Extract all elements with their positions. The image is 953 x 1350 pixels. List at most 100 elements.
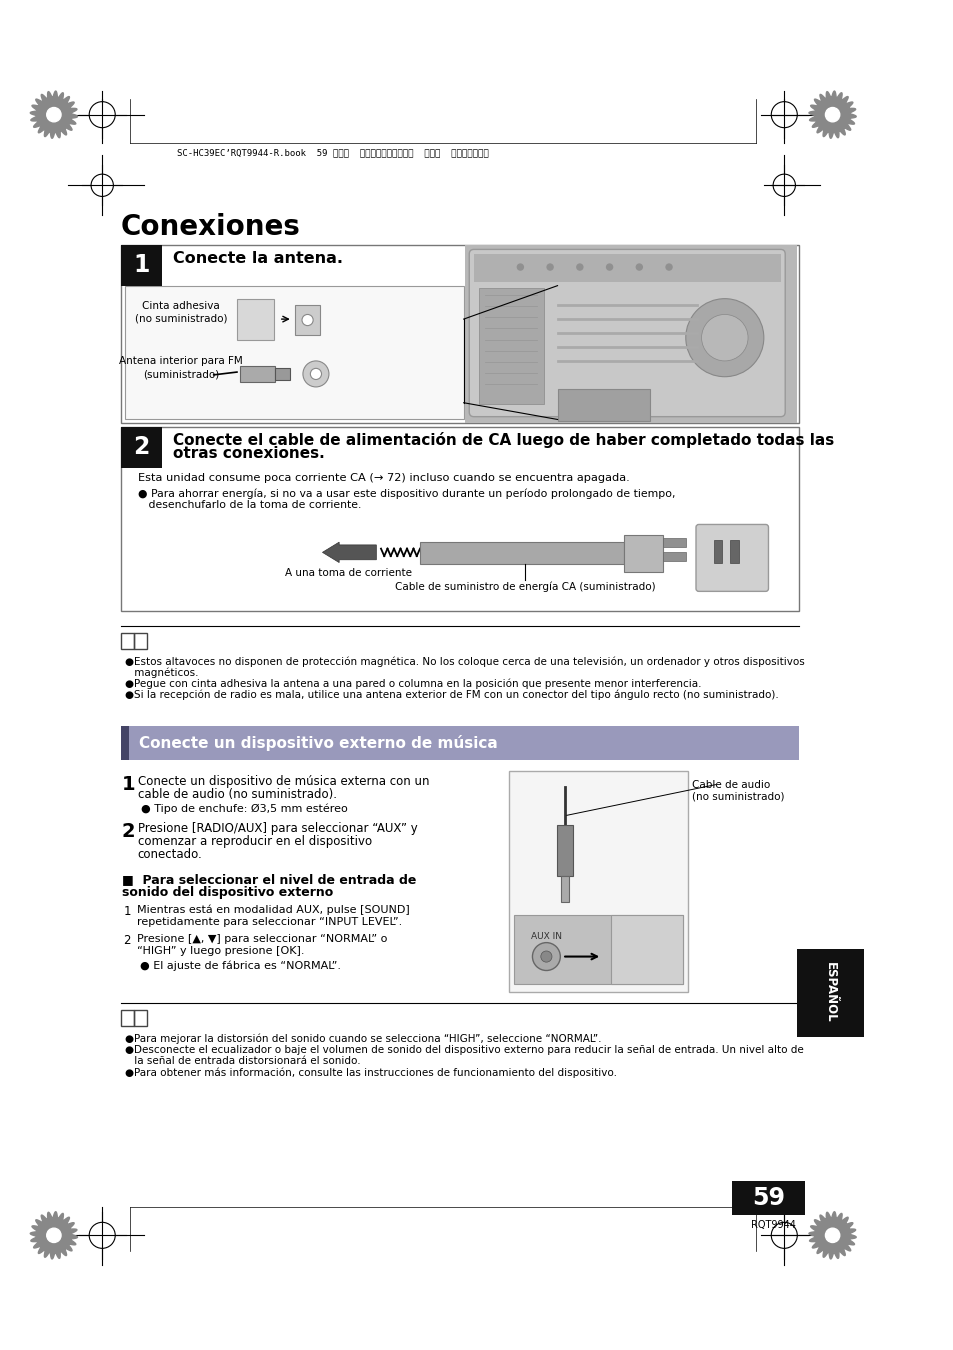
Bar bbox=[662, 552, 685, 560]
Bar bbox=[121, 633, 133, 649]
Text: conectado.: conectado. bbox=[137, 848, 202, 861]
Bar bbox=[478, 288, 543, 404]
Text: desenchufarlo de la toma de corriente.: desenchufarlo de la toma de corriente. bbox=[137, 501, 360, 510]
Bar bbox=[419, 543, 624, 564]
Bar bbox=[236, 298, 274, 340]
Text: 2: 2 bbox=[132, 435, 150, 459]
Text: Conecte un dispositivo externo de música: Conecte un dispositivo externo de música bbox=[139, 734, 497, 751]
Circle shape bbox=[700, 315, 747, 360]
Bar bbox=[557, 389, 650, 421]
Circle shape bbox=[635, 263, 642, 271]
Bar bbox=[125, 286, 463, 420]
Text: Presione [RADIO/AUX] para seleccionar “AUX” y: Presione [RADIO/AUX] para seleccionar “A… bbox=[137, 822, 416, 834]
Text: ●Para mejorar la distorsión del sonido cuando se selecciona “HIGH”, seleccione “: ●Para mejorar la distorsión del sonido c… bbox=[125, 1034, 601, 1044]
Text: Antena interior para FM
(suministrado): Antena interior para FM (suministrado) bbox=[119, 356, 243, 379]
Circle shape bbox=[664, 263, 672, 271]
FancyBboxPatch shape bbox=[696, 524, 768, 591]
Text: (no suministrado): (no suministrado) bbox=[692, 791, 784, 801]
Text: Conexiones: Conexiones bbox=[121, 213, 300, 242]
Text: cable de audio (no suministrado).: cable de audio (no suministrado). bbox=[137, 788, 336, 802]
Bar bbox=[121, 427, 799, 612]
Text: otras conexiones.: otras conexiones. bbox=[172, 447, 324, 462]
Text: 2: 2 bbox=[124, 934, 131, 948]
Text: ●Pegue con cinta adhesiva la antena a una pared o columna en la posición que pre: ●Pegue con cinta adhesiva la antena a un… bbox=[125, 679, 701, 690]
Polygon shape bbox=[808, 90, 855, 138]
Circle shape bbox=[47, 108, 61, 122]
Circle shape bbox=[517, 263, 523, 271]
Text: SC-HC39ECʼRQT9944-R.book  59 ページ  ２０１４年１月１７日  金曜日  午後３時５８分: SC-HC39ECʼRQT9944-R.book 59 ページ ２０１４年１月１… bbox=[176, 148, 488, 157]
Text: A una toma de corriente: A una toma de corriente bbox=[285, 568, 412, 578]
Bar bbox=[121, 1010, 133, 1026]
Text: ● El ajuste de fábrica es “NORMAL”.: ● El ajuste de fábrica es “NORMAL”. bbox=[140, 960, 341, 971]
Bar bbox=[121, 726, 799, 760]
Text: 1: 1 bbox=[124, 904, 131, 918]
FancyArrow shape bbox=[322, 543, 375, 563]
Circle shape bbox=[540, 950, 552, 963]
Text: ●Si la recepción de radio es mala, utilice una antena exterior de FM con un cone: ●Si la recepción de radio es mala, utili… bbox=[125, 690, 779, 701]
Bar bbox=[509, 771, 687, 992]
Text: Cable de audio: Cable de audio bbox=[692, 780, 770, 790]
Text: Conecte un dispositivo de música externa con un: Conecte un dispositivo de música externa… bbox=[137, 775, 429, 788]
Bar bbox=[514, 915, 682, 984]
Text: ●Para obtener más información, consulte las instrucciones de funcionamiento del : ●Para obtener más información, consulte … bbox=[125, 1066, 617, 1077]
Text: ■  Para seleccionar el nivel de entrada de: ■ Para seleccionar el nivel de entrada d… bbox=[122, 873, 416, 886]
Text: ●Estos altavoces no disponen de protección magnética. No los coloque cerca de un: ●Estos altavoces no disponen de protecci… bbox=[125, 656, 804, 667]
Text: RQT9944: RQT9944 bbox=[751, 1220, 796, 1230]
Text: Esta unidad consume poca corriente CA (→ 72) incluso cuando se encuentra apagada: Esta unidad consume poca corriente CA (→… bbox=[137, 474, 629, 483]
Bar bbox=[624, 535, 662, 572]
Text: 59: 59 bbox=[751, 1187, 784, 1210]
Bar bbox=[560, 876, 568, 902]
Bar bbox=[121, 244, 799, 423]
Bar bbox=[732, 1181, 804, 1215]
Bar bbox=[133, 1010, 147, 1026]
Text: 2: 2 bbox=[122, 822, 135, 841]
Text: Presione [▲, ▼] para seleccionar “NORMAL” o: Presione [▲, ▼] para seleccionar “NORMAL… bbox=[136, 934, 387, 944]
Bar bbox=[713, 540, 721, 563]
Circle shape bbox=[824, 1228, 839, 1242]
Text: sonido del dispositivo externo: sonido del dispositivo externo bbox=[122, 886, 333, 899]
Text: Conecte el cable de alimentación de CA luego de haber completado todas las: Conecte el cable de alimentación de CA l… bbox=[172, 432, 833, 448]
Circle shape bbox=[605, 263, 613, 271]
Polygon shape bbox=[30, 1212, 77, 1260]
Text: ●Desconecte el ecualizador o baje el volumen de sonido del dispositivo externo p: ●Desconecte el ecualizador o baje el vol… bbox=[125, 1045, 803, 1054]
Circle shape bbox=[303, 360, 329, 387]
Bar bbox=[239, 366, 274, 382]
Bar bbox=[464, 244, 797, 423]
Text: 1: 1 bbox=[122, 775, 135, 794]
Text: ● Tipo de enchufe: Ø3,5 mm estéreo: ● Tipo de enchufe: Ø3,5 mm estéreo bbox=[141, 803, 348, 814]
Text: Conecte la antena.: Conecte la antena. bbox=[172, 251, 342, 266]
Text: ● Para ahorrar energía, si no va a usar este dispositivo durante un período prol: ● Para ahorrar energía, si no va a usar … bbox=[137, 489, 675, 498]
Bar bbox=[274, 369, 290, 379]
Polygon shape bbox=[808, 1212, 855, 1260]
Circle shape bbox=[302, 315, 313, 325]
Bar bbox=[121, 427, 161, 468]
Text: “HIGH” y luego presione [OK].: “HIGH” y luego presione [OK]. bbox=[136, 946, 304, 956]
Text: ESPAÑOL: ESPAÑOL bbox=[823, 963, 837, 1023]
Text: comenzar a reproducir en el dispositivo: comenzar a reproducir en el dispositivo bbox=[137, 834, 372, 848]
Bar bbox=[611, 915, 682, 984]
Circle shape bbox=[532, 942, 559, 971]
Circle shape bbox=[824, 108, 839, 122]
Bar bbox=[730, 540, 738, 563]
Text: Cable de suministro de energía CA (suministrado): Cable de suministro de energía CA (sumin… bbox=[395, 580, 655, 591]
Text: Mientras está en modalidad AUX, pulse [SOUND]: Mientras está en modalidad AUX, pulse [S… bbox=[136, 904, 409, 915]
Text: AUX IN: AUX IN bbox=[530, 931, 561, 941]
Bar bbox=[295, 305, 319, 335]
Bar bbox=[797, 949, 863, 1037]
Bar bbox=[662, 539, 685, 547]
Text: 1: 1 bbox=[132, 254, 150, 277]
FancyBboxPatch shape bbox=[469, 250, 784, 417]
Text: repetidamente para seleccionar “INPUT LEVEL”.: repetidamente para seleccionar “INPUT LE… bbox=[136, 917, 401, 926]
Text: magnéticos.: magnéticos. bbox=[131, 667, 198, 678]
Text: la señal de entrada distorsionará el sonido.: la señal de entrada distorsionará el son… bbox=[131, 1056, 360, 1066]
Text: Cinta adhesiva
(no suministrado): Cinta adhesiva (no suministrado) bbox=[134, 301, 227, 324]
Circle shape bbox=[576, 263, 583, 271]
Circle shape bbox=[685, 298, 763, 377]
Bar bbox=[121, 726, 129, 760]
Circle shape bbox=[47, 1228, 61, 1242]
Bar bbox=[121, 244, 161, 286]
Bar bbox=[133, 633, 147, 649]
Circle shape bbox=[310, 369, 321, 379]
Circle shape bbox=[546, 263, 554, 271]
Bar bbox=[556, 825, 573, 876]
